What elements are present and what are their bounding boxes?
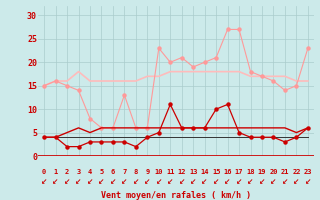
- Text: ↙: ↙: [121, 177, 128, 186]
- Text: ↙: ↙: [259, 177, 265, 186]
- Text: ↙: ↙: [75, 177, 82, 186]
- Text: ↙: ↙: [213, 177, 219, 186]
- Text: ↙: ↙: [202, 177, 208, 186]
- Text: ↙: ↙: [41, 177, 47, 186]
- Text: ↙: ↙: [236, 177, 242, 186]
- Text: ↙: ↙: [52, 177, 59, 186]
- Text: ↙: ↙: [179, 177, 185, 186]
- Text: ↙: ↙: [156, 177, 162, 186]
- Text: ↙: ↙: [247, 177, 254, 186]
- Text: ↙: ↙: [144, 177, 150, 186]
- X-axis label: Vent moyen/en rafales ( km/h ): Vent moyen/en rafales ( km/h ): [101, 191, 251, 200]
- Text: ↙: ↙: [270, 177, 277, 186]
- Text: ↙: ↙: [224, 177, 231, 186]
- Text: ↙: ↙: [133, 177, 139, 186]
- Text: ↙: ↙: [167, 177, 173, 186]
- Text: ↙: ↙: [190, 177, 196, 186]
- Text: ↙: ↙: [110, 177, 116, 186]
- Text: ↙: ↙: [305, 177, 311, 186]
- Text: ↙: ↙: [64, 177, 70, 186]
- Text: ↙: ↙: [293, 177, 300, 186]
- Text: ↙: ↙: [98, 177, 105, 186]
- Text: ↙: ↙: [87, 177, 93, 186]
- Text: ↙: ↙: [282, 177, 288, 186]
